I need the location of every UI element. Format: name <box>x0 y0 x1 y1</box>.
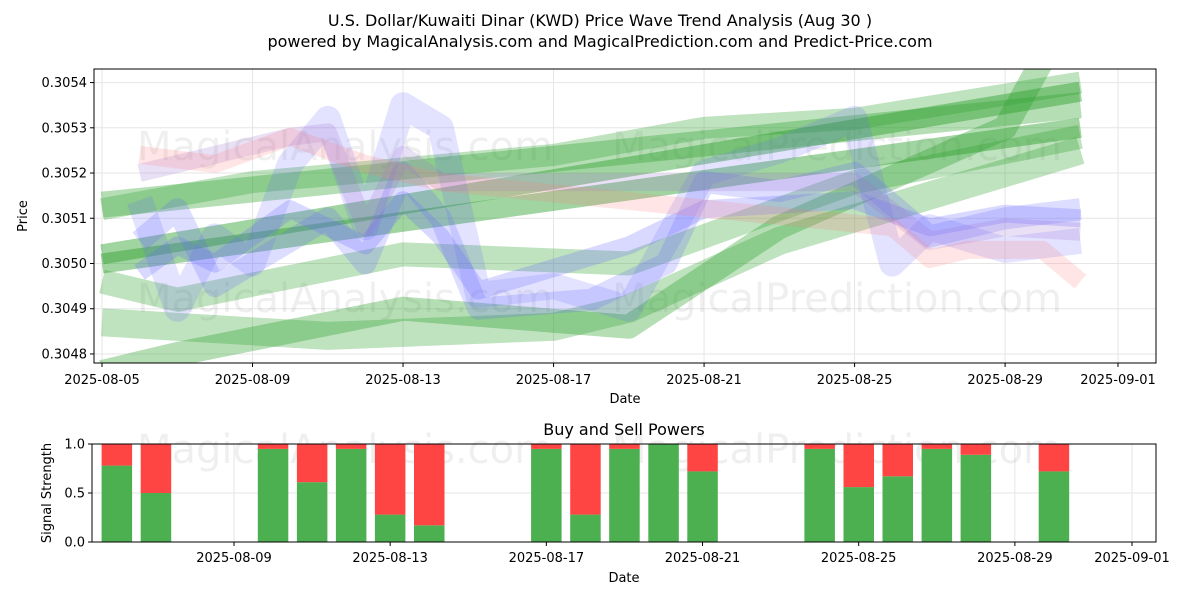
buy-bar <box>296 482 328 542</box>
wave-band-purple <box>137 123 1081 250</box>
buy-bar <box>687 471 718 542</box>
sell-bar <box>257 444 289 449</box>
sell-bar <box>101 444 133 466</box>
wave-bands <box>99 69 1087 363</box>
price-y-tick-label: 0.3049 <box>42 302 88 317</box>
signal-y-axis-label: Signal Strength <box>40 443 55 543</box>
sell-bar <box>1038 444 1070 472</box>
price-x-tick-label: 2025-08-25 <box>817 373 893 388</box>
wave-band-group <box>99 69 1087 363</box>
signal-x-tick-label: 2025-08-17 <box>509 551 585 566</box>
buy-bar <box>335 448 367 542</box>
signal-x-tick-label: 2025-08-29 <box>977 551 1053 566</box>
price-ticks: 2025-08-05 2025-08-09 2025-08-13 2025-08-17… <box>42 76 1156 388</box>
watermark-prediction-signal: MagicalPrediction.com <box>612 427 1062 473</box>
sell-bar <box>687 444 718 472</box>
sell-bar <box>882 444 913 477</box>
buy-bar <box>609 448 640 542</box>
wave-band-green <box>100 117 1082 274</box>
sell-bar <box>609 444 640 449</box>
wave-band-blue <box>132 162 1082 320</box>
signal-ticks: 2025-08-09 2025-08-13 2025-08-17 2025-08-21… <box>64 438 1169 567</box>
buy-bar <box>101 465 133 542</box>
price-watermarks: MagicalAnalysis.com MagicalPrediction.co… <box>137 124 1062 322</box>
signal-y-tick-label: 1.0 <box>64 438 85 453</box>
price-y-tick-label: 0.3052 <box>42 167 88 182</box>
watermark-analysis-bottom: MagicalAnalysis.com <box>137 276 553 322</box>
signal-x-axis-label: Date <box>608 571 639 586</box>
price-y-tick-label: 0.3050 <box>42 257 88 272</box>
price-x-tick-label: 2025-08-17 <box>516 373 592 388</box>
signal-chart: Buy and Sell Powers MagicalAnalysis.com … <box>40 420 1170 586</box>
watermark-analysis-top: MagicalAnalysis.com <box>137 124 553 170</box>
wave-band-blue <box>127 92 1082 322</box>
signal-x-tick-label: 2025-08-25 <box>821 551 897 566</box>
price-x-tick-label: 2025-08-13 <box>365 373 441 388</box>
buy-bar <box>921 448 953 542</box>
buy-bar <box>648 444 679 542</box>
buy-bar <box>531 448 562 542</box>
buy-bar <box>1038 471 1070 542</box>
price-x-tick-label: 2025-08-29 <box>967 373 1043 388</box>
price-grid <box>94 69 1156 363</box>
wave-band-red <box>138 127 1087 289</box>
price-y-tick-label: 0.3048 <box>42 347 88 362</box>
signal-bars <box>101 444 1070 542</box>
sell-bar <box>374 444 406 515</box>
price-y-tick-label: 0.3051 <box>42 212 88 227</box>
signal-y-tick-label: 0.5 <box>64 487 85 502</box>
price-x-tick-label: 2025-08-09 <box>215 373 291 388</box>
price-x-axis-label: Date <box>609 392 640 407</box>
buy-bar <box>843 487 874 542</box>
wave-band-green <box>101 136 1085 350</box>
signal-x-tick-label: 2025-09-01 <box>1094 551 1170 566</box>
wave-band-green <box>99 125 1083 312</box>
wave-band-green <box>100 81 1083 265</box>
sell-bar <box>531 444 562 449</box>
sell-bar <box>843 444 874 488</box>
price-plot-frame <box>93 68 1157 364</box>
sell-bar <box>140 444 172 493</box>
figure-title: U.S. Dollar/Kuwaiti Dinar (KWD) Price Wa… <box>328 11 872 30</box>
sell-bar <box>570 444 601 515</box>
wave-band-green <box>99 69 1052 363</box>
buy-bar <box>140 493 172 542</box>
sell-bar <box>921 444 953 449</box>
price-x-tick-label: 2025-08-05 <box>64 373 140 388</box>
buy-bar <box>570 514 601 542</box>
buy-bar <box>960 454 992 542</box>
sell-bar <box>335 444 367 449</box>
wave-band-green <box>100 71 1083 221</box>
buy-bar <box>882 476 913 542</box>
sell-bar <box>414 444 445 526</box>
buy-bar <box>804 448 835 542</box>
wave-band-green <box>100 92 1082 218</box>
buy-bar <box>257 448 289 542</box>
sell-bar <box>960 444 992 455</box>
sell-bar <box>804 444 835 449</box>
watermark-prediction-bottom: MagicalPrediction.com <box>612 276 1062 322</box>
figure-subtitle: powered by MagicalAnalysis.com and Magic… <box>267 32 932 51</box>
price-y-tick-label: 0.3054 <box>42 76 88 91</box>
price-x-tick-label: 2025-09-01 <box>1080 373 1156 388</box>
price-plot-area <box>94 69 1156 363</box>
signal-chart-title: Buy and Sell Powers <box>543 420 705 439</box>
buy-bar <box>414 525 445 542</box>
price-chart: MagicalAnalysis.com MagicalPrediction.co… <box>16 68 1157 407</box>
signal-x-tick-label: 2025-08-21 <box>665 551 741 566</box>
signal-x-tick-label: 2025-08-09 <box>196 551 272 566</box>
sell-bar <box>296 444 328 483</box>
watermark-prediction-top: MagicalPrediction.com <box>612 124 1062 170</box>
signal-y-tick-label: 0.0 <box>64 536 85 551</box>
buy-bar <box>374 514 406 542</box>
price-x-tick-label: 2025-08-21 <box>666 373 742 388</box>
price-y-tick-label: 0.3053 <box>42 121 88 136</box>
price-y-axis-label: Price <box>16 200 31 232</box>
wave-band-blue <box>134 191 1081 300</box>
signal-x-tick-label: 2025-08-13 <box>352 551 428 566</box>
